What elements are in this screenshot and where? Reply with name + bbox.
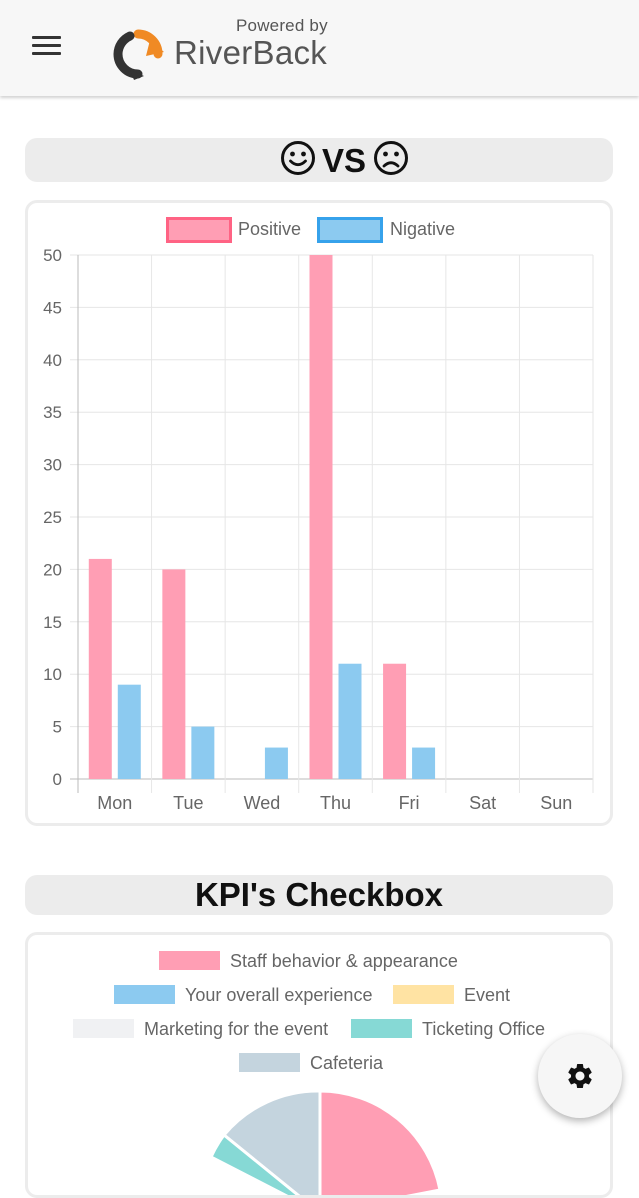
legend-label-cafeteria[interactable]: Cafeteria — [310, 1053, 384, 1073]
bar-nigative-thu[interactable] — [338, 663, 362, 779]
x-tick-label: Sun — [540, 793, 572, 813]
bar-positive-thu[interactable] — [309, 255, 333, 779]
x-tick-label: Sat — [469, 793, 496, 813]
kpi-title: KPI's Checkbox — [25, 875, 613, 915]
x-tick-label: Wed — [244, 793, 281, 813]
legend-label-marketing[interactable]: Marketing for the event — [144, 1019, 329, 1039]
bar-positive-fri[interactable] — [383, 663, 407, 779]
sentiment-bar-chart: 0 5 10 15 20 25 30 35 40 45 50 Mon Tue Wed Thu Fri Sat Su… — [43, 246, 594, 813]
app-header: Powered by RiverBack — [0, 0, 639, 96]
legend-swatch-nigative[interactable] — [317, 217, 383, 243]
bar-positive-tue[interactable] — [162, 569, 186, 779]
y-tick-label: 0 — [53, 770, 62, 789]
legend-label-positive[interactable]: Positive — [238, 219, 302, 239]
y-tick-label: 40 — [43, 351, 62, 370]
bar-positive-mon[interactable] — [88, 558, 112, 779]
gear-icon — [568, 1064, 592, 1088]
y-tick-label: 25 — [43, 508, 62, 527]
hamburger-icon[interactable] — [32, 36, 64, 60]
x-tick-label: Tue — [173, 793, 203, 813]
riverback-logo-icon — [113, 29, 164, 80]
bar-nigative-wed[interactable] — [264, 747, 288, 779]
kpi-chart-card: Staff behavior & appearance Your overall… — [25, 932, 613, 1198]
y-tick-label: 20 — [43, 560, 62, 579]
legend-swatch-staff-behavior[interactable] — [159, 951, 220, 970]
riverback-logo: Powered by RiverBack — [108, 14, 348, 82]
x-tick-label: Thu — [320, 793, 351, 813]
x-tick-label: Fri — [399, 793, 420, 813]
y-tick-label: 15 — [43, 613, 62, 632]
y-tick-label: 10 — [43, 665, 62, 684]
sentiment-title: VS — [25, 138, 613, 182]
kpi-title-text: KPI's Checkbox — [194, 876, 444, 913]
powered-by-text: Powered by — [236, 16, 328, 35]
legend-label-ticketing-office[interactable]: Ticketing Office — [422, 1019, 546, 1039]
vs-label: VS — [322, 142, 367, 179]
y-tick-label: 45 — [43, 298, 62, 317]
brand-name: RiverBack — [174, 34, 328, 71]
legend-swatch-cafeteria[interactable] — [239, 1053, 300, 1072]
smile-face-icon — [281, 141, 315, 175]
bar-nigative-mon[interactable] — [117, 684, 141, 779]
pie-slice-staff-behavior[interactable] — [318, 1089, 442, 1195]
legend-swatch-overall-experience[interactable] — [114, 985, 175, 1004]
x-tick-label: Mon — [97, 793, 132, 813]
legend-swatch-positive[interactable] — [166, 217, 232, 243]
legend-swatch-marketing[interactable] — [73, 1019, 134, 1038]
legend-label-event[interactable]: Event — [464, 985, 511, 1005]
frown-face-icon — [374, 141, 408, 175]
legend-swatch-ticketing-office[interactable] — [351, 1019, 412, 1038]
legend-label-staff-behavior[interactable]: Staff behavior & appearance — [230, 951, 458, 971]
legend-label-nigative[interactable]: Nigative — [390, 219, 456, 239]
y-tick-label: 30 — [43, 456, 62, 475]
y-tick-label: 5 — [53, 718, 62, 737]
legend-label-overall-experience[interactable]: Your overall experience — [185, 985, 373, 1005]
kpi-pie-chart — [209, 1089, 442, 1195]
bar-nigative-fri[interactable] — [412, 747, 436, 779]
settings-button[interactable] — [538, 1034, 622, 1118]
y-tick-label: 50 — [43, 246, 62, 265]
legend-swatch-event[interactable] — [393, 985, 454, 1004]
bar-nigative-tue[interactable] — [191, 726, 215, 779]
sentiment-chart-card: Positive Nigative 0 5 10 15 20 25 30 35 40 45 50 Mo… — [25, 200, 613, 826]
y-tick-label: 35 — [43, 403, 62, 422]
